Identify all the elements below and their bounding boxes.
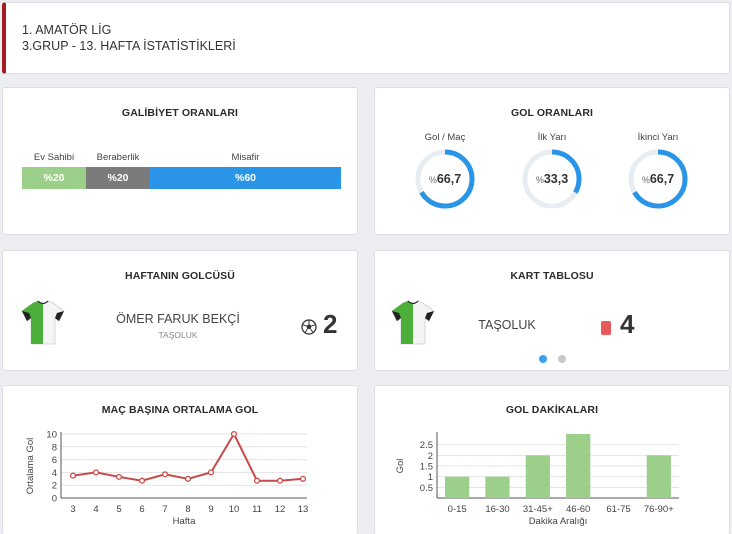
- x-tick-label: 5: [116, 504, 121, 515]
- data-point: [69, 472, 77, 479]
- top-scorer-title: HAFTANIN GOLCÜSÜ: [125, 270, 235, 282]
- y-tick-label: 0: [52, 494, 57, 505]
- data-point: [299, 475, 307, 482]
- card-team-name[interactable]: TAŞOLUK: [478, 318, 536, 332]
- data-point: [207, 469, 215, 476]
- x-tick-label: 46-60: [566, 504, 590, 515]
- second-half-ring: [628, 149, 688, 209]
- goals-per-match-value: %66,7: [428, 172, 462, 186]
- scorer-goal-count: 2: [323, 309, 338, 339]
- series-line: [72, 431, 304, 482]
- bar-16-30: [485, 476, 510, 498]
- data-point: [138, 477, 146, 484]
- team-jersey-icon: [21, 300, 65, 345]
- carousel-dot-2[interactable]: [558, 355, 566, 363]
- card-table-title: KART TABLOSU: [510, 270, 594, 282]
- bar-31-45+: [525, 455, 550, 498]
- red-card-icon: [601, 321, 611, 335]
- away-label: Misafir: [231, 152, 260, 163]
- y-tick-label: 1: [428, 472, 433, 483]
- x-tick-label: 13: [298, 504, 309, 515]
- y-tick-label: 4: [52, 468, 57, 479]
- x-axis-label: Dakika Aralığı: [529, 516, 588, 527]
- y-tick-label: 2: [52, 481, 57, 492]
- goal-minutes-bar-chart: 0.511.522.5 0-15 16-30 31-45+ 46-60 61-75 76-9…: [395, 432, 679, 527]
- goal-rates-card: GOL ORANLARI Gol / Maç İlk Yarı İkinci Y…: [374, 87, 730, 235]
- x-tick-label: 0-15: [448, 504, 467, 515]
- goals-per-match-label: Gol / Maç: [424, 132, 466, 143]
- top-scorer-card: HAFTANIN GOLCÜSÜ ÖMER FARUK BEKÇİ TAŞOLU…: [2, 250, 358, 371]
- second-half-label: İkinci Yarı: [637, 132, 679, 143]
- home-label: Ev Sahibi: [33, 152, 75, 163]
- data-point: [92, 469, 100, 476]
- y-tick-label: 6: [52, 455, 57, 466]
- bar-46-60: [566, 434, 591, 498]
- x-tick-label: 12: [275, 504, 286, 515]
- x-tick-label: 61-75: [606, 504, 630, 515]
- draw-label: Beraberlik: [96, 152, 140, 163]
- goals-per-match-ring: [415, 149, 475, 209]
- team-jersey-icon: [391, 300, 435, 345]
- x-tick-label: 9: [208, 504, 213, 515]
- x-tick-label: 3: [70, 504, 75, 515]
- win-rates-title: GALİBİYET ORANLARI: [121, 107, 239, 119]
- y-tick-label: 10: [46, 430, 57, 441]
- bar-76-90+: [646, 455, 671, 498]
- ring-progress: [415, 149, 475, 209]
- data-point: [184, 475, 192, 482]
- data-point: [253, 477, 261, 484]
- away-rate-bar: %60: [150, 167, 341, 189]
- goal-minutes-title: GOL DAKİKALARI: [505, 404, 599, 416]
- y-tick-label: 1.5: [420, 462, 433, 473]
- goal-rates-title: GOL ORANLARI: [510, 107, 594, 119]
- y-axis-label: Ortalama Gol: [25, 438, 36, 495]
- x-tick-label: 31-45+: [523, 504, 553, 515]
- week-subtitle: 3.GRUP - 13. HAFTA İSTATİSTİKLERİ: [22, 39, 236, 53]
- data-point: [115, 473, 123, 480]
- bar-0-15: [445, 476, 470, 498]
- x-tick-label: 76-90+: [644, 504, 674, 515]
- ring-progress: [522, 149, 582, 209]
- goal-minutes-card: GOL DAKİKALARI 0.5 1 1.5 2 2.5 0-15 16-30 31-45…: [374, 385, 730, 534]
- x-axis-label: Hafta: [173, 516, 196, 527]
- y-tick-label: 8: [52, 442, 57, 453]
- carousel-dot-1[interactable]: [539, 355, 547, 363]
- ring-progress: [628, 149, 688, 209]
- league-title: 1. AMATÖR LİG: [22, 23, 112, 37]
- second-half-value: %66,7: [641, 172, 675, 186]
- y-tick-label: 0.5: [420, 483, 433, 494]
- draw-rate-bar: %20: [86, 167, 150, 189]
- first-half-ring: [522, 149, 582, 209]
- x-tick-label: 11: [252, 504, 262, 515]
- first-half-label: İlk Yarı: [537, 132, 567, 143]
- first-half-value: %33,3: [535, 172, 569, 186]
- data-point: [161, 471, 169, 478]
- data-point: [230, 430, 238, 438]
- win-rates-card: GALİBİYET ORANLARI Ev Sahibi Beraberlik …: [2, 87, 358, 235]
- soccer-ball-icon: [301, 319, 317, 335]
- y-axis-label: Gol: [395, 459, 406, 474]
- avg-goals-title: MAÇ BAŞINA ORTALAMA GOL: [101, 404, 259, 416]
- x-tick-label: 16-30: [485, 504, 509, 515]
- card-table-card: KART TABLOSU TAŞOLUK 4: [374, 250, 730, 371]
- avg-goals-card: MAÇ BAŞINA ORTALAMA GOL 0 2 4 6 8 10 3 4 5 6 7 8 9 10…: [2, 385, 358, 534]
- x-tick-label: 8: [185, 504, 190, 515]
- x-tick-label: 6: [139, 504, 144, 515]
- page-header: 1. AMATÖR LİG 3.GRUP - 13. HAFTA İSTATİS…: [2, 2, 730, 74]
- data-point: [276, 477, 284, 484]
- card-count: 4: [620, 309, 635, 339]
- home-rate-bar: %20: [22, 167, 86, 189]
- x-tick-label: 10: [229, 504, 240, 515]
- x-tick-label: 7: [162, 504, 167, 515]
- y-tick-label: 2.5: [420, 440, 433, 451]
- y-tick-label: 2: [428, 451, 433, 462]
- scorer-team[interactable]: TAŞOLUK: [158, 330, 198, 340]
- scorer-name[interactable]: ÖMER FARUK BEKÇİ: [116, 312, 240, 326]
- x-tick-label: 4: [93, 504, 98, 515]
